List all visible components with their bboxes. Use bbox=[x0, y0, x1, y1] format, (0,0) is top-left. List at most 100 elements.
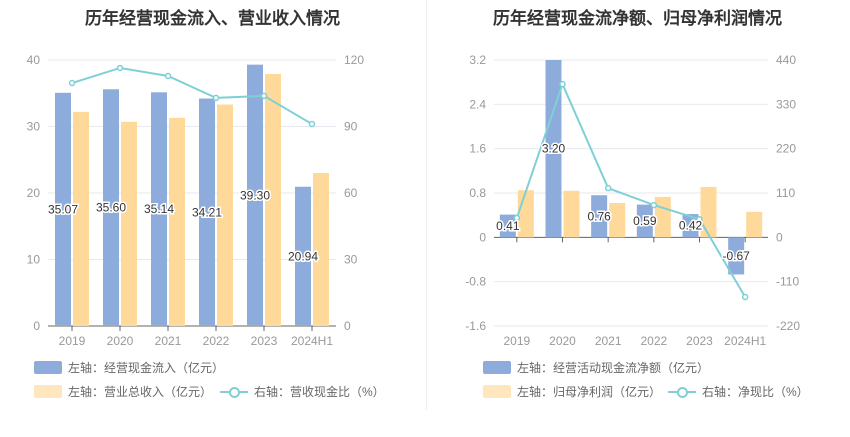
line-series bbox=[515, 81, 747, 298]
bar-secondary bbox=[563, 190, 580, 238]
y-right-tick-label: 110 bbox=[776, 186, 795, 200]
y-left-tick-label: 2.4 bbox=[469, 97, 486, 111]
bar-secondary bbox=[121, 121, 137, 326]
x-tick-label: 2024H1 bbox=[724, 334, 766, 348]
chart-left: 0 10 20 30 40 0 30 60 90 120 2019 2020 2021 2022 2023 2… bbox=[27, 53, 365, 348]
y-left-tick-label: 0 bbox=[479, 230, 486, 244]
bar-secondary bbox=[217, 104, 233, 327]
bar-data-label: 39.30 bbox=[240, 188, 270, 202]
y-right-tick-label: 330 bbox=[776, 97, 796, 111]
y-left-tick-label: 0 bbox=[33, 319, 40, 333]
y-right-tick-label: -220 bbox=[776, 319, 800, 333]
y-left-tick-label: 3.2 bbox=[469, 53, 486, 67]
bar-data-label: 3.20 bbox=[542, 142, 566, 156]
bar-primary bbox=[591, 195, 608, 238]
legend-swatch bbox=[34, 361, 62, 374]
bar-primary bbox=[247, 64, 263, 326]
bar-primary bbox=[103, 89, 119, 326]
y-right-tick-label: 440 bbox=[776, 53, 796, 67]
y-left-tick-label: 10 bbox=[27, 253, 41, 267]
y-right-tick-label: 90 bbox=[344, 120, 358, 134]
bar-secondary bbox=[265, 73, 281, 326]
legend-label: 右轴：营收现金比（%） bbox=[254, 385, 385, 399]
line-point bbox=[650, 201, 658, 209]
legend-item-revenue[interactable]: 左轴：营业总收入（亿元） bbox=[34, 383, 212, 400]
y-right-tick-label: 120 bbox=[344, 53, 364, 67]
y-left-tick-label: 1.6 bbox=[469, 142, 486, 156]
bar-data-label: 34.21 bbox=[192, 205, 222, 219]
x-tick-label: 2023 bbox=[251, 334, 278, 348]
x-tick-label: 2020 bbox=[549, 334, 576, 348]
line-point bbox=[308, 120, 316, 128]
bar-primary bbox=[728, 237, 745, 275]
bar-primary bbox=[55, 92, 71, 326]
bar-primary bbox=[199, 98, 215, 326]
bar-primary bbox=[151, 92, 167, 326]
legend-label: 右轴：净现比（%） bbox=[702, 385, 809, 399]
x-tick-label: 2019 bbox=[59, 334, 86, 348]
chart-title-left: 历年经营现金流入、营业收入情况 bbox=[85, 9, 340, 28]
legend-line-icon bbox=[220, 385, 248, 398]
bar-data-label: 0.76 bbox=[587, 209, 611, 223]
legend-label: 左轴：营业总收入（亿元） bbox=[68, 385, 213, 399]
x-tick-label: 2023 bbox=[686, 334, 713, 348]
bar-data-label: -0.67 bbox=[722, 249, 750, 263]
y-left-tick-label: 30 bbox=[27, 120, 41, 134]
line-point bbox=[260, 92, 268, 100]
y-left-tick-label: -0.8 bbox=[465, 275, 486, 289]
legend-item-netprofit[interactable]: 左轴：归母净利润（亿元） bbox=[483, 383, 661, 400]
x-tick-label: 2021 bbox=[595, 334, 622, 348]
bar-primary bbox=[682, 214, 699, 238]
legend-item-inflow[interactable]: 左轴：经营现金流入（亿元） bbox=[34, 359, 224, 376]
bar-primary bbox=[295, 186, 311, 326]
y-right-tick-label: 220 bbox=[776, 142, 796, 156]
x-tick-label: 2024H1 bbox=[291, 334, 333, 348]
bar-secondary bbox=[313, 173, 329, 326]
y-right-tick-label: 0 bbox=[344, 319, 351, 333]
bar-secondary bbox=[73, 111, 89, 327]
legend-label: 左轴：归母净利润（亿元） bbox=[517, 385, 662, 399]
bar-primary bbox=[636, 204, 653, 238]
x-tick-label: 2021 bbox=[155, 334, 182, 348]
bar-data-label: 0.41 bbox=[496, 219, 520, 233]
y-right-tick-label: -110 bbox=[776, 275, 799, 289]
bar-secondary bbox=[700, 186, 717, 238]
line-point bbox=[696, 215, 703, 223]
y-right-tick-label: 60 bbox=[344, 186, 358, 200]
legend-item-ratio[interactable]: 右轴：营收现金比（%） bbox=[220, 383, 385, 400]
line-point bbox=[513, 214, 521, 222]
legend-item-netratio[interactable]: 右轴：净现比（%） bbox=[668, 383, 809, 400]
bar-data-label: 35.07 bbox=[48, 202, 78, 216]
line-series bbox=[71, 66, 313, 125]
legend-label: 左轴：经营现金流入（亿元） bbox=[68, 361, 225, 375]
legend-swatch bbox=[34, 385, 62, 398]
line-point bbox=[68, 79, 76, 87]
y-left-tick-label: 20 bbox=[27, 186, 41, 200]
y-left-tick-label: 40 bbox=[27, 53, 41, 67]
x-tick-label: 2020 bbox=[107, 334, 134, 348]
divider bbox=[426, 0, 427, 410]
legend-swatch bbox=[483, 361, 511, 374]
line-point bbox=[604, 184, 612, 192]
x-tick-label: 2022 bbox=[203, 334, 230, 348]
bar-data-label: 0.59 bbox=[633, 214, 657, 228]
bar-secondary bbox=[746, 211, 763, 238]
chart-right: -1.6 -0.8 0 0.8 1.6 2.4 3.2 -220 -110 0 110 220 330 4… bbox=[465, 53, 800, 348]
bar-secondary bbox=[609, 202, 626, 238]
x-tick-label: 2019 bbox=[503, 334, 530, 348]
bar-data-label: 35.14 bbox=[144, 202, 174, 216]
bar-data-label: 20.94 bbox=[288, 249, 318, 263]
bar-secondary bbox=[654, 196, 671, 238]
line-point bbox=[164, 72, 172, 80]
y-left-tick-label: 0.8 bbox=[469, 186, 486, 200]
y-left-tick-label: -1.6 bbox=[465, 319, 486, 333]
legend-item-netcash[interactable]: 左轴：经营活动现金流净额（亿元） bbox=[483, 359, 709, 376]
bar-secondary bbox=[169, 117, 185, 326]
bar-primary bbox=[545, 60, 562, 238]
y-right-tick-label: 30 bbox=[344, 253, 358, 267]
chart-title-right: 历年经营现金流净额、归母净利润情况 bbox=[493, 9, 782, 28]
line-point bbox=[741, 293, 749, 301]
line-point bbox=[559, 80, 566, 88]
legend-swatch bbox=[483, 385, 511, 398]
legend-label: 左轴：经营活动现金流净额（亿元） bbox=[517, 361, 710, 375]
